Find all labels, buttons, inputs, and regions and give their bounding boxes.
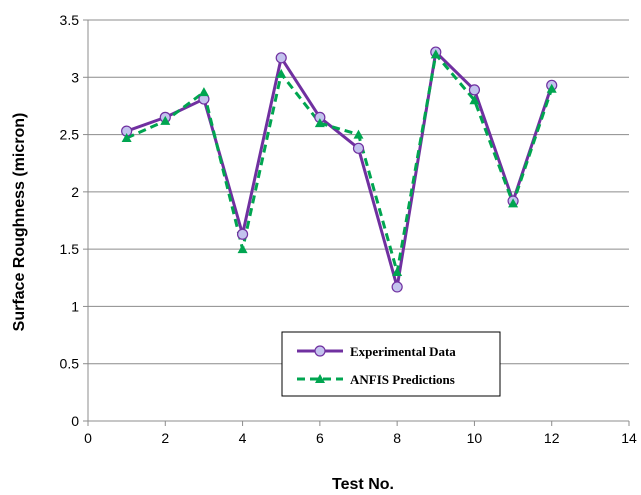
data-point-anfis xyxy=(469,95,480,105)
x-tick-label: 6 xyxy=(316,430,324,446)
grid-lines xyxy=(88,19,629,365)
data-point-anfis xyxy=(392,267,403,277)
data-point-anfis xyxy=(198,87,209,97)
data-point-anfis xyxy=(160,115,171,125)
series-group xyxy=(121,46,558,293)
data-point-experimental xyxy=(275,52,287,64)
x-axis-ticks: 0 2 4 6 8 10 12 14 xyxy=(84,421,637,446)
legend-box xyxy=(281,331,501,397)
data-point-anfis xyxy=(353,129,364,139)
legend-label: ANFIS Predictions xyxy=(350,372,455,387)
legend-items: Experimental Data ANFIS Predictions xyxy=(297,344,456,387)
y-tick-label: 1.5 xyxy=(60,241,80,257)
data-point-anfis xyxy=(314,118,325,128)
x-tick-label: 10 xyxy=(467,430,483,446)
data-point-anfis xyxy=(121,133,132,143)
y-tick-label: 1 xyxy=(71,298,79,314)
y-axis-ticks: 0 0.5 1 1.5 2 2.5 3 3.5 xyxy=(60,12,88,429)
data-point-experimental xyxy=(468,84,481,96)
legend-marker xyxy=(315,374,325,383)
y-tick-label: 0 xyxy=(71,413,79,429)
data-point-experimental xyxy=(391,281,403,293)
data-point-anfis xyxy=(508,198,519,208)
x-axis-title: Test No. xyxy=(332,476,394,493)
data-point-experimental xyxy=(236,228,249,240)
y-tick-label: 2.5 xyxy=(60,127,80,143)
x-tick-label: 8 xyxy=(393,430,401,446)
x-tick-label: 0 xyxy=(84,430,92,446)
y-tick-label: 3.5 xyxy=(60,12,80,28)
data-point-anfis xyxy=(430,49,441,59)
y-axis-title: Surface Roughness (micron) xyxy=(11,113,28,332)
axes xyxy=(87,20,629,422)
y-tick-label: 2 xyxy=(71,184,79,200)
series-line-anfis xyxy=(126,52,554,274)
x-tick-label: 12 xyxy=(544,430,560,446)
data-point-anfis xyxy=(237,244,248,254)
series-line-experimental xyxy=(126,50,554,289)
y-tick-label: 3 xyxy=(71,69,79,85)
x-tick-label: 2 xyxy=(161,430,169,446)
x-tick-label: 14 xyxy=(621,430,637,446)
legend-marker xyxy=(314,345,326,357)
data-point-experimental xyxy=(352,142,365,154)
data-point-anfis xyxy=(546,83,557,93)
legend-label: Experimental Data xyxy=(350,344,456,359)
legend: Experimental Data ANFIS Predictions xyxy=(281,331,501,397)
x-tick-label: 4 xyxy=(239,430,247,446)
data-point-anfis xyxy=(276,68,287,78)
y-tick-label: 0.5 xyxy=(60,356,80,372)
